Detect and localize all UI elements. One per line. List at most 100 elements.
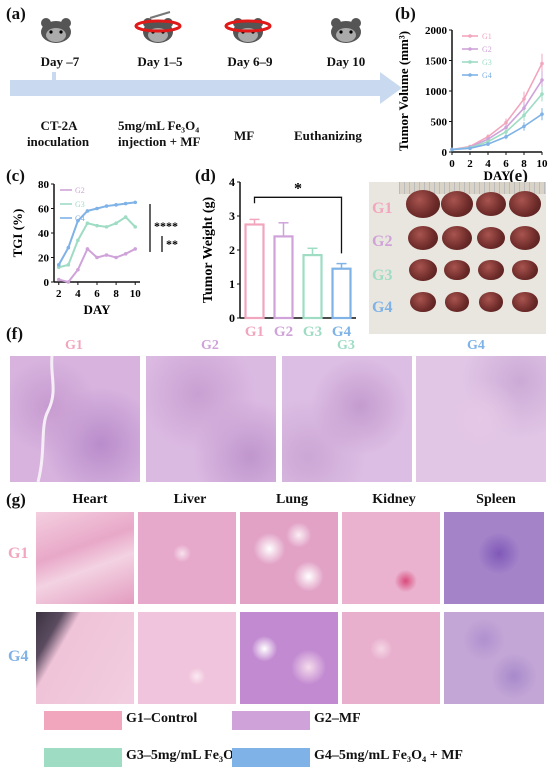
y-tick-label: 1000 (425, 86, 448, 98)
data-point (522, 113, 526, 118)
y-tick-label: 4 (229, 175, 235, 189)
panel-label-b: (b) (395, 4, 416, 23)
category-label: G3 (303, 324, 322, 340)
organ-label-lung: Lung (276, 492, 308, 507)
bar-g2 (273, 235, 294, 320)
photo-row-label-g3: G3 (372, 267, 393, 284)
tumor-photo (369, 182, 546, 334)
histo-g-row-label-g4: G4 (8, 648, 29, 665)
data-point (114, 221, 118, 225)
bar-g3 (302, 253, 323, 320)
legend-label-g3: G3–5mg/mL Fe₃O₄ (126, 748, 239, 763)
y-tick-label: 0 (229, 311, 235, 325)
sig-label-2: ** (166, 237, 178, 251)
legend-label: G2 (75, 186, 85, 195)
data-point (123, 252, 128, 256)
y-tick-label: 1 (229, 277, 235, 291)
histo-g4-lung (240, 612, 338, 704)
data-point (66, 263, 71, 267)
timeline-day-label-1: Day –7 (40, 54, 80, 69)
tumor-specimen (477, 226, 505, 250)
data-point (104, 204, 109, 208)
data-point (133, 247, 138, 251)
data-point (95, 206, 99, 211)
histo-g1-lung (240, 512, 338, 604)
x-axis-label: DAY (484, 168, 512, 182)
panel-label-c: (c) (6, 166, 25, 185)
data-point (114, 255, 118, 260)
data-point (114, 203, 118, 207)
mouse-icon-day1-5 (134, 11, 182, 43)
legend-label: G1 (482, 32, 492, 41)
panel-label-f: (f) (6, 324, 23, 343)
data-point (540, 78, 544, 82)
data-point (522, 106, 526, 110)
x-tick-label: 2 (467, 158, 473, 170)
organ-label-spleen: Spleen (476, 492, 516, 507)
y-tick-label: 2000 (425, 25, 448, 37)
histo-g4-heart (36, 612, 134, 704)
legend-label: G3 (482, 58, 492, 67)
data-point (104, 225, 109, 229)
x-tick-label: 6 (94, 288, 100, 300)
data-point (522, 97, 526, 101)
x-axis-label: DAY (84, 302, 112, 317)
y-tick-label: 0 (44, 277, 50, 289)
x-tick-label: 4 (75, 288, 81, 300)
panel-label-d: (d) (195, 166, 216, 185)
organ-label-heart: Heart (72, 492, 108, 507)
data-point (76, 238, 80, 243)
tumor-specimen (510, 226, 540, 250)
histo-g4-spleen (444, 612, 544, 704)
data-point (522, 124, 526, 129)
y-tick-label: 1500 (425, 56, 448, 68)
sig-bracket (253, 196, 343, 254)
bar-g1 (244, 223, 265, 320)
tumor-specimen (478, 259, 504, 281)
tumor-specimen (512, 259, 538, 281)
mouse-icon-day6-9 (224, 18, 272, 43)
timeline-day-label-3: Day 6–9 (227, 54, 273, 69)
series-line-g4 (451, 113, 543, 151)
data-point (56, 277, 61, 282)
y-tick-label: 0 (442, 147, 448, 159)
data-point (66, 280, 71, 284)
panel-label-g: (g) (6, 490, 26, 509)
legend-marker (468, 47, 472, 51)
tumor-specimen (409, 258, 437, 282)
data-point (504, 120, 508, 125)
data-point (66, 245, 71, 250)
y-axis-label: Tumor Volume (mm³) (396, 31, 411, 151)
mouse-icon-day10 (331, 18, 361, 43)
x-tick-label: 2 (56, 288, 62, 300)
legend-marker (468, 73, 472, 77)
data-point (85, 209, 90, 213)
y-tick-label: 80 (38, 179, 50, 191)
series-line-g2 (58, 247, 136, 284)
tumor-specimen (476, 192, 506, 216)
x-tick-label: 8 (521, 158, 527, 170)
y-tick-label: 3 (229, 209, 235, 223)
x-tick-label: 10 (537, 158, 549, 170)
data-point (540, 112, 544, 116)
legend-label-g2: G2–MF (314, 711, 361, 726)
x-tick-label: 6 (503, 158, 509, 170)
timeline-graphic (10, 11, 402, 104)
y-tick-label: 20 (38, 253, 50, 265)
x-tick-label: 4 (485, 158, 491, 170)
y-axis-label: Tumor Weight (g) (201, 197, 216, 304)
legend-label: G4 (75, 214, 85, 223)
tumor-specimen (406, 190, 440, 218)
histo-f-image-g3 (282, 356, 412, 482)
legend-marker (468, 60, 472, 64)
data-point (540, 92, 544, 96)
ruler-strip (399, 182, 546, 194)
tumor-weight-chart: 0 1 2 3 4 Tumor Weight (g) G1 G2 G3 G4 * (201, 175, 356, 340)
data-point (486, 142, 490, 146)
x-tick-label: 8 (113, 288, 119, 300)
histo-f-label-g3: G3 (337, 338, 355, 353)
tumor-specimen (441, 191, 473, 217)
histo-f-label-g2: G2 (201, 338, 219, 353)
histo-f-label-g1: G1 (65, 338, 83, 353)
